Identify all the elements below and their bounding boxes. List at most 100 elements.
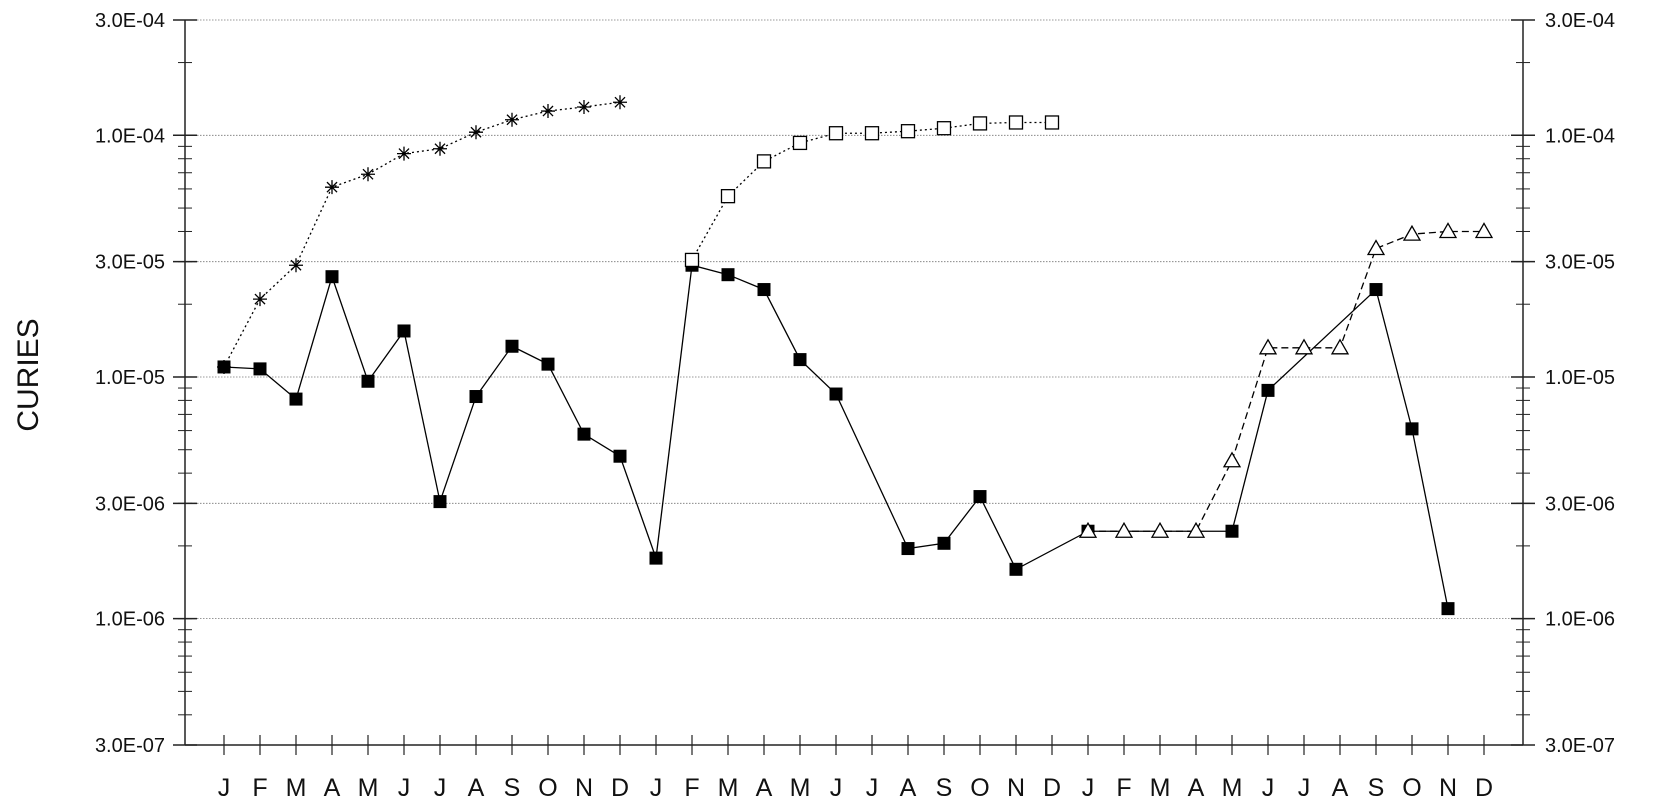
y-tick-label-right: 1.0E-06: [1545, 609, 1615, 631]
data-point-open-square: [864, 126, 880, 141]
y-tick-label-right: 3.0E-04: [1545, 10, 1615, 32]
data-point-filled-square: [1441, 602, 1455, 616]
data-point-filled-square: [1405, 422, 1419, 436]
x-tick-label: D: [1043, 774, 1061, 802]
x-tick-label: F: [1116, 774, 1131, 802]
y-axis-title: CURIES: [12, 318, 45, 431]
x-tick-label: A: [468, 774, 485, 802]
x-tick-label: J: [218, 774, 231, 802]
y-tick-label: 3.0E-04: [95, 10, 165, 32]
x-tick-label: J: [650, 774, 663, 802]
data-point-open-square: [972, 116, 988, 131]
data-point-filled-square: [325, 270, 339, 284]
data-point-open-square: [684, 252, 700, 268]
data-point-filled-square: [541, 357, 555, 371]
data-point-open-square: [828, 126, 844, 141]
data-point-filled-square: [361, 374, 375, 388]
y-tick-label: 1.0E-06: [95, 609, 165, 631]
data-point-open-triangle: [1402, 224, 1422, 241]
y-tick-label-right: 1.0E-04: [1545, 125, 1615, 147]
data-point-open-triangle: [1330, 338, 1350, 355]
data-point-filled-square: [253, 362, 267, 376]
data-point-filled-square: [937, 536, 951, 550]
x-tick-label: S: [936, 774, 953, 802]
series-line-asterisk: [223, 101, 621, 368]
data-point-open-triangle: [1186, 521, 1206, 538]
data-point-filled-square: [1225, 524, 1239, 538]
x-tick-label: O: [1402, 774, 1421, 802]
series-line-open-triangle: [1088, 230, 1484, 532]
data-point-open-square: [756, 154, 772, 169]
data-point-open-triangle: [1114, 521, 1134, 538]
x-tick-label: M: [358, 774, 379, 802]
y-tick-label: 1.0E-04: [95, 125, 165, 147]
axes: 3.0E-04 3.0E-04 1.0E-04 1.0E-04 3.0E-05 3.0E-…: [95, 10, 1615, 802]
data-point-asterisk: [253, 292, 267, 307]
x-tick-label: O: [538, 774, 557, 802]
x-tick-label: D: [611, 774, 629, 802]
data-point-filled-square: [1369, 283, 1383, 297]
x-tick-label: S: [504, 774, 521, 802]
data-point-filled-square: [721, 268, 735, 282]
data-point-open-triangle: [1078, 521, 1098, 538]
x-tick-label: J: [866, 774, 879, 802]
axis-labels: CURIES: [12, 318, 45, 431]
data-point-filled-square: [397, 324, 411, 338]
data-point-open-square: [792, 135, 808, 151]
data-point-open-square: [720, 189, 736, 204]
x-tick-label: F: [684, 774, 699, 802]
data-point-asterisk: [469, 125, 483, 140]
data-point-asterisk: [541, 104, 555, 119]
x-tick-label: M: [1222, 774, 1243, 802]
x-tick-label: O: [970, 774, 989, 802]
data-point-filled-square: [577, 427, 591, 441]
data-point-asterisk: [577, 99, 591, 114]
x-tick-label: M: [718, 774, 739, 802]
y-tick-label: 3.0E-06: [95, 493, 165, 515]
data-point-asterisk: [613, 95, 627, 110]
y-tick-label-right: 3.0E-06: [1545, 493, 1615, 515]
data-point-open-square: [1044, 115, 1060, 130]
data-point-asterisk: [325, 180, 339, 195]
x-tick-label: A: [756, 774, 773, 802]
data-point-asterisk: [505, 112, 519, 127]
data-point-filled-square: [1009, 562, 1023, 576]
series-line-filled-square: [223, 264, 1449, 609]
data-point-asterisk: [217, 359, 231, 374]
y-tick-label-right: 3.0E-07: [1545, 735, 1615, 757]
y-tick-label: 1.0E-05: [95, 367, 165, 389]
x-tick-label: A: [324, 774, 341, 802]
data-point-asterisk: [289, 258, 303, 273]
x-tick-label: M: [790, 774, 811, 802]
x-tick-label: N: [575, 774, 593, 802]
data-point-filled-square: [289, 392, 303, 406]
data-point-open-triangle: [1366, 239, 1386, 256]
x-tick-label: A: [1188, 774, 1205, 802]
x-tick-label: J: [398, 774, 411, 802]
x-tick-label: M: [1150, 774, 1171, 802]
data-point-open-triangle: [1258, 338, 1278, 355]
data-point-open-triangle: [1474, 222, 1494, 239]
data-point-open-square: [936, 121, 952, 136]
y-tick-label: 3.0E-05: [95, 252, 165, 274]
data-point-filled-square: [433, 495, 447, 509]
y-tick-label-right: 1.0E-05: [1545, 367, 1615, 389]
x-tick-label: J: [830, 774, 843, 802]
data-point-open-triangle: [1222, 451, 1242, 468]
data-point-filled-square: [469, 390, 483, 404]
x-tick-label: N: [1439, 774, 1457, 802]
x-tick-label: J: [1298, 774, 1311, 802]
gridlines: [185, 19, 1523, 746]
data-point-filled-square: [901, 542, 915, 556]
x-tick-label: M: [286, 774, 307, 802]
data-point-filled-square: [613, 449, 627, 463]
x-tick-label: J: [1262, 774, 1275, 802]
data-point-open-triangle: [1150, 521, 1170, 538]
x-tick-label: A: [1332, 774, 1349, 802]
data-point-asterisk: [433, 141, 447, 156]
x-tick-label: A: [900, 774, 917, 802]
data-point-open-triangle: [1294, 338, 1314, 355]
data-point-filled-square: [649, 551, 663, 565]
